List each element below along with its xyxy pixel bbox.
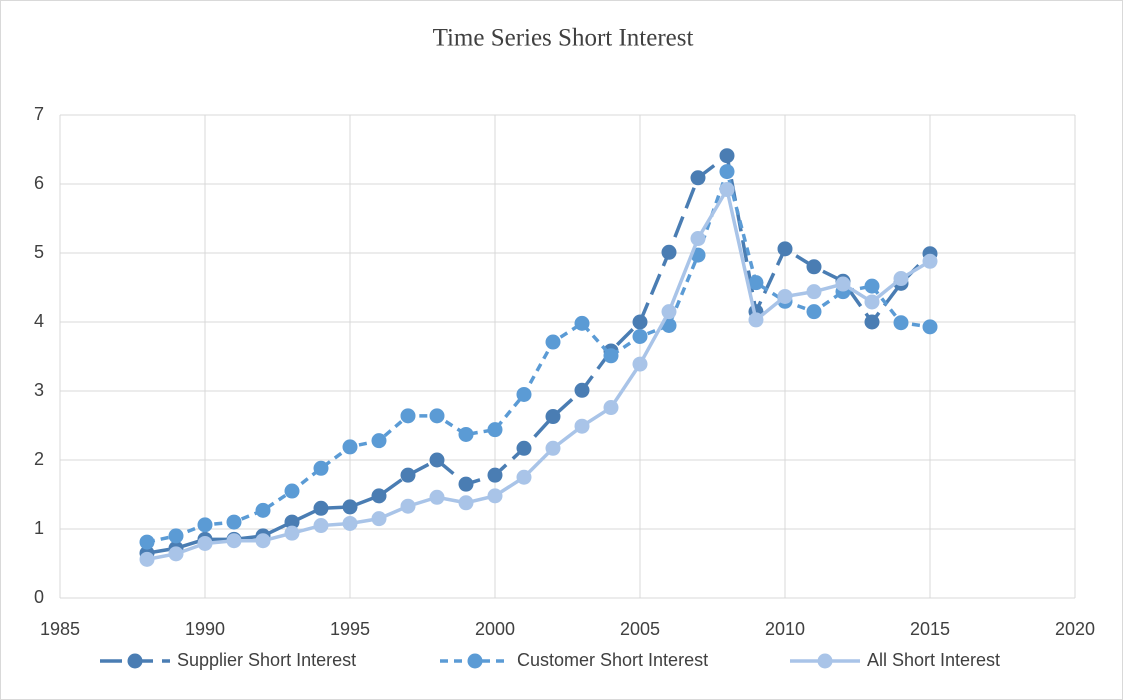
x-tick-label: 1995	[330, 619, 370, 639]
data-point	[487, 467, 503, 483]
y-tick-label: 7	[34, 104, 44, 124]
data-point	[806, 259, 822, 275]
data-point	[400, 498, 416, 514]
data-point	[458, 476, 474, 492]
data-point	[139, 534, 155, 550]
x-tick-label: 2020	[1055, 619, 1095, 639]
data-point	[806, 284, 822, 300]
data-point	[864, 278, 880, 294]
data-point	[922, 319, 938, 335]
data-point	[632, 328, 648, 344]
data-point	[516, 386, 532, 402]
data-point	[574, 315, 590, 331]
x-tick-label: 2010	[765, 619, 805, 639]
x-tick-label: 1985	[40, 619, 80, 639]
data-point	[806, 304, 822, 320]
data-point	[255, 502, 271, 518]
data-point	[574, 418, 590, 434]
data-point	[429, 408, 445, 424]
data-point	[429, 452, 445, 468]
data-point	[835, 276, 851, 292]
data-point	[893, 315, 909, 331]
data-point	[516, 469, 532, 485]
data-point	[226, 533, 242, 549]
data-point	[197, 517, 213, 533]
legend-marker	[127, 653, 143, 669]
data-point	[516, 440, 532, 456]
y-tick-label: 1	[34, 518, 44, 538]
series-line	[146, 165, 931, 544]
data-point	[690, 231, 706, 247]
data-point	[893, 271, 909, 287]
data-point	[458, 426, 474, 442]
data-point	[748, 275, 764, 291]
data-point	[690, 170, 706, 186]
data-point	[603, 400, 619, 416]
data-point	[661, 244, 677, 260]
data-point	[429, 489, 445, 505]
data-point	[400, 408, 416, 424]
data-point	[255, 533, 271, 549]
x-tick-label: 1990	[185, 619, 225, 639]
legend-label: All Short Interest	[867, 650, 1000, 670]
legend-label: Supplier Short Interest	[177, 650, 356, 670]
data-point	[748, 312, 764, 328]
data-point	[719, 148, 735, 164]
data-point	[719, 164, 735, 180]
x-tick-label: 2015	[910, 619, 950, 639]
data-point	[458, 495, 474, 511]
data-point	[545, 334, 561, 350]
data-point	[371, 488, 387, 504]
y-tick-label: 2	[34, 449, 44, 469]
data-point	[371, 433, 387, 449]
data-point	[168, 528, 184, 544]
data-point	[284, 514, 300, 530]
data-point	[342, 515, 358, 531]
data-point	[342, 439, 358, 455]
data-point	[313, 500, 329, 516]
data-point	[487, 488, 503, 504]
y-tick-label: 6	[34, 173, 44, 193]
data-point	[864, 314, 880, 330]
data-point	[371, 511, 387, 527]
data-point	[197, 535, 213, 551]
data-point	[226, 514, 242, 530]
series-line	[146, 152, 932, 555]
data-point	[400, 467, 416, 483]
data-point	[487, 422, 503, 438]
data-point	[777, 288, 793, 304]
data-point	[545, 440, 561, 456]
data-point	[719, 182, 735, 198]
data-point	[342, 499, 358, 515]
y-tick-label: 5	[34, 242, 44, 262]
data-point	[313, 518, 329, 534]
data-point	[284, 525, 300, 541]
data-point	[632, 314, 648, 330]
data-point	[313, 460, 329, 476]
data-point	[139, 551, 155, 567]
chart-title: Time Series Short Interest	[433, 25, 694, 52]
data-point	[545, 409, 561, 425]
legend-label: Customer Short Interest	[517, 650, 708, 670]
data-point	[922, 253, 938, 269]
data-point	[661, 304, 677, 320]
data-point	[864, 294, 880, 310]
legend-marker	[817, 653, 833, 669]
data-point	[603, 348, 619, 364]
data-point	[284, 483, 300, 499]
y-tick-label: 3	[34, 380, 44, 400]
y-tick-label: 0	[34, 587, 44, 607]
y-tick-label: 4	[34, 311, 44, 331]
series-line	[146, 184, 931, 562]
data-point	[574, 382, 590, 398]
data-point	[777, 241, 793, 257]
data-point	[632, 356, 648, 372]
x-tick-label: 2005	[620, 619, 660, 639]
legend-marker	[467, 653, 483, 669]
x-tick-label: 2000	[475, 619, 515, 639]
data-point	[168, 546, 184, 562]
